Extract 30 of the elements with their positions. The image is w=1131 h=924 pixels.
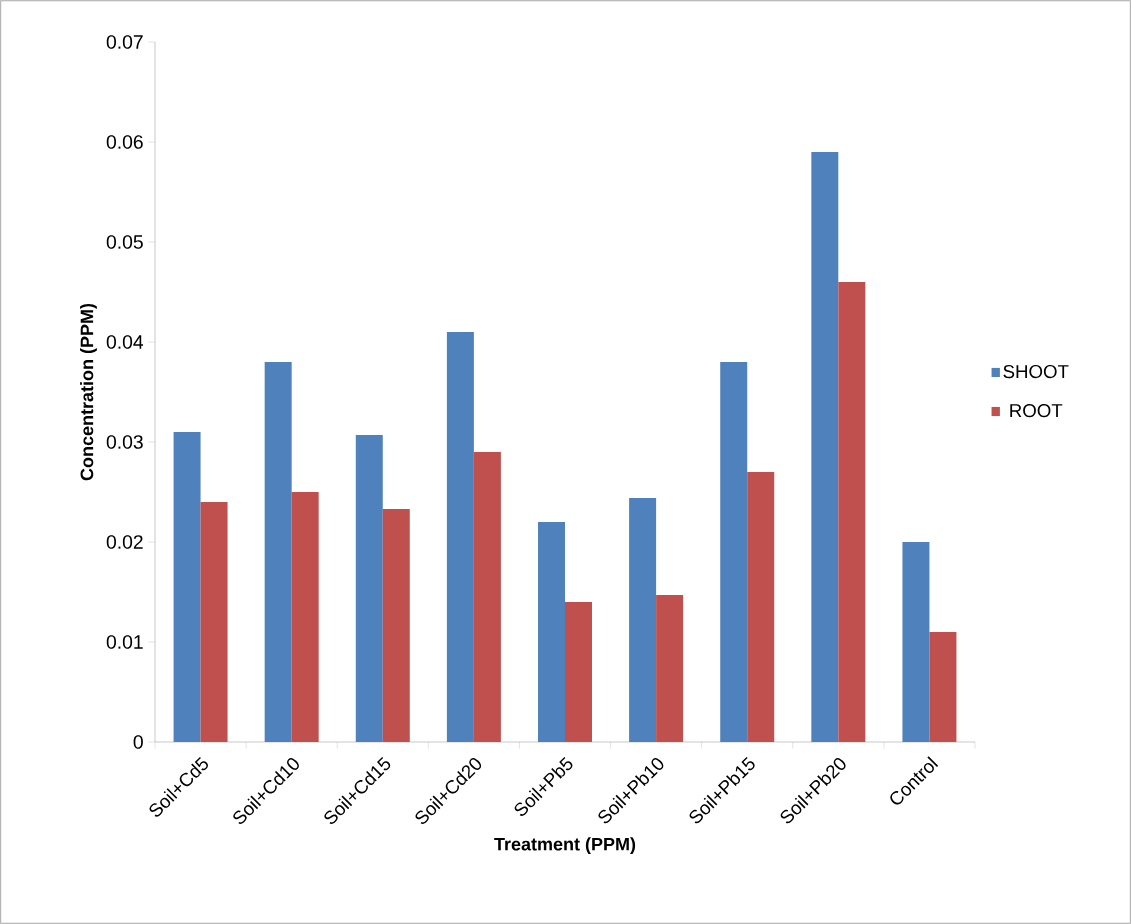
bar xyxy=(200,501,228,742)
legend-label: ROOT xyxy=(1010,403,1063,418)
y-tick-label: 0.03 xyxy=(106,435,143,449)
bar xyxy=(382,508,410,742)
bar xyxy=(838,281,866,742)
bar xyxy=(264,361,292,742)
y-tick-label: 0.04 xyxy=(106,335,144,349)
bar xyxy=(720,361,748,742)
bar xyxy=(355,434,383,742)
y-tick-label: 0.02 xyxy=(106,535,143,549)
y-tick-label: 0 xyxy=(133,735,143,749)
bar xyxy=(747,471,775,742)
y-tick-label: 0.06 xyxy=(106,135,143,149)
bar xyxy=(929,631,957,742)
bar xyxy=(446,331,474,742)
bar xyxy=(902,541,930,742)
y-tick-label: 0.07 xyxy=(106,35,143,49)
bar xyxy=(565,601,592,742)
bar xyxy=(629,497,657,742)
bar xyxy=(811,151,839,742)
y-axis-title: Concentration (PPM) xyxy=(80,303,97,481)
bar xyxy=(473,451,501,742)
y-tick-label: 0.05 xyxy=(106,235,143,249)
legend-label: SHOOT xyxy=(1003,364,1069,379)
y-tick-label: 0.01 xyxy=(106,635,143,649)
bar xyxy=(173,431,201,742)
x-axis-title: Treatment (PPM) xyxy=(494,837,636,855)
bar xyxy=(538,521,565,742)
bar xyxy=(656,594,684,742)
bar xyxy=(291,491,319,742)
